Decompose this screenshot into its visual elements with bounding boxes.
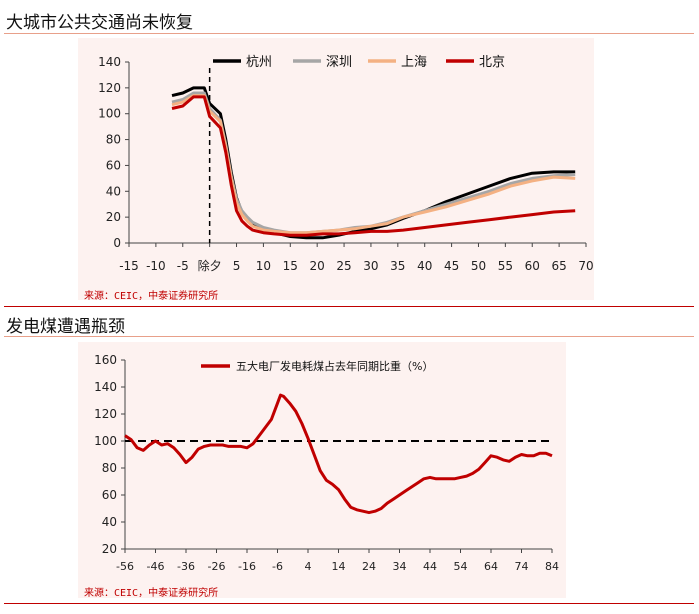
x-tick-label: -6: [272, 560, 283, 573]
x-tick-label: 84: [545, 560, 559, 573]
section1-title-underline: [4, 33, 694, 34]
x-tick-label: 70: [578, 259, 593, 273]
y-tick-label: 80: [102, 461, 117, 475]
x-tick-label: 54: [454, 560, 468, 573]
y-tick-label: 60: [102, 488, 117, 502]
y-tick-label: 20: [106, 210, 121, 224]
x-tick-label: -36: [177, 560, 195, 573]
x-tick-label: 60: [525, 259, 540, 273]
y-tick-label: 100: [94, 434, 117, 448]
series-line-0: [171, 86, 576, 240]
x-tick-label: 55: [498, 259, 513, 273]
x-tick-label: -26: [208, 560, 226, 573]
x-tick-label: 65: [551, 259, 566, 273]
chart1-panel: 0 20 40 60 80 100 120 140 -15 -10 -5 除夕 5 10 15 20 25 30 3…: [78, 38, 594, 300]
x-tick-label: 14: [332, 560, 346, 573]
y-tick-label: 80: [106, 133, 121, 147]
y-tick-label: 160: [94, 353, 117, 367]
y-tick-label: 60: [106, 158, 121, 172]
section1-title: 大城市公共交通尚未恢复: [6, 13, 193, 33]
legend-label-0: 杭州: [246, 55, 272, 70]
x-tick-label: 44: [423, 560, 437, 573]
x-tick-label: 24: [362, 560, 376, 573]
x-tick-label: 20: [310, 259, 325, 273]
x-tick-label: 45: [444, 259, 459, 273]
series-line-2: [171, 94, 576, 235]
section2-title-underline: [4, 336, 694, 337]
chart2-panel: 20 40 60 80 100 120 140 160 -56 -46 -36 -26 -16 -6 4 14…: [78, 342, 566, 598]
legend-label-1: 深圳: [326, 55, 352, 70]
y-tick-label: 140: [98, 55, 121, 69]
chart2-source: 来源：CEIC，中泰证券研究所: [84, 588, 219, 599]
y-tick-label: 0: [113, 236, 121, 250]
x-tick-label: 25: [336, 259, 351, 273]
legend-label-0: 五大电厂发电耗煤占去年同期比重（%）: [236, 359, 433, 373]
series-line-1: [171, 91, 576, 235]
x-tick-label: 10: [256, 259, 271, 273]
x-tick-label: 34: [393, 560, 407, 573]
y-tick-label: 140: [94, 380, 117, 394]
x-tick-label: 74: [515, 560, 529, 573]
x-tick-label: -10: [146, 259, 166, 273]
chart2-svg: 20 40 60 80 100 120 140 160 -56 -46 -36 -26 -16 -6 4 14…: [94, 353, 559, 573]
x-tick-label: 50: [471, 259, 486, 273]
x-tick-label: 64: [484, 560, 498, 573]
x-tick-label: -46: [147, 560, 165, 573]
x-tick-label: 35: [390, 259, 405, 273]
x-tick-label: 除夕: [198, 258, 222, 273]
y-tick-label: 40: [106, 184, 121, 198]
x-tick-label: 5: [233, 259, 241, 273]
section2-bottom-line: [4, 603, 694, 604]
x-tick-label: 30: [363, 259, 378, 273]
chart1-svg: 0 20 40 60 80 100 120 140 -15 -10 -5 除夕 5 10 15 20 25 30 3…: [98, 55, 594, 273]
y-tick-label: 20: [102, 542, 117, 556]
y-tick-label: 120: [94, 407, 117, 421]
x-tick-label: -56: [116, 560, 134, 573]
y-tick-label: 40: [102, 515, 117, 529]
y-tick-label: 100: [98, 107, 121, 121]
series-line-0: [124, 393, 553, 515]
x-tick-label: -5: [177, 259, 189, 273]
x-tick-label: 15: [283, 259, 298, 273]
section1-bottom-line: [4, 306, 694, 307]
chart1-source: 来源：CEIC，中泰证券研究所: [84, 291, 219, 302]
section2-title: 发电煤遭遇瓶颈: [6, 317, 125, 337]
x-tick-label: -16: [238, 560, 256, 573]
y-tick-label: 120: [98, 81, 121, 95]
x-tick-label: -15: [119, 259, 139, 273]
legend-label-2: 上海: [401, 55, 427, 70]
x-tick-label: 40: [417, 259, 432, 273]
series-line-3: [171, 95, 576, 237]
x-tick-label: 4: [305, 560, 312, 573]
legend-label-3: 北京: [479, 55, 505, 70]
